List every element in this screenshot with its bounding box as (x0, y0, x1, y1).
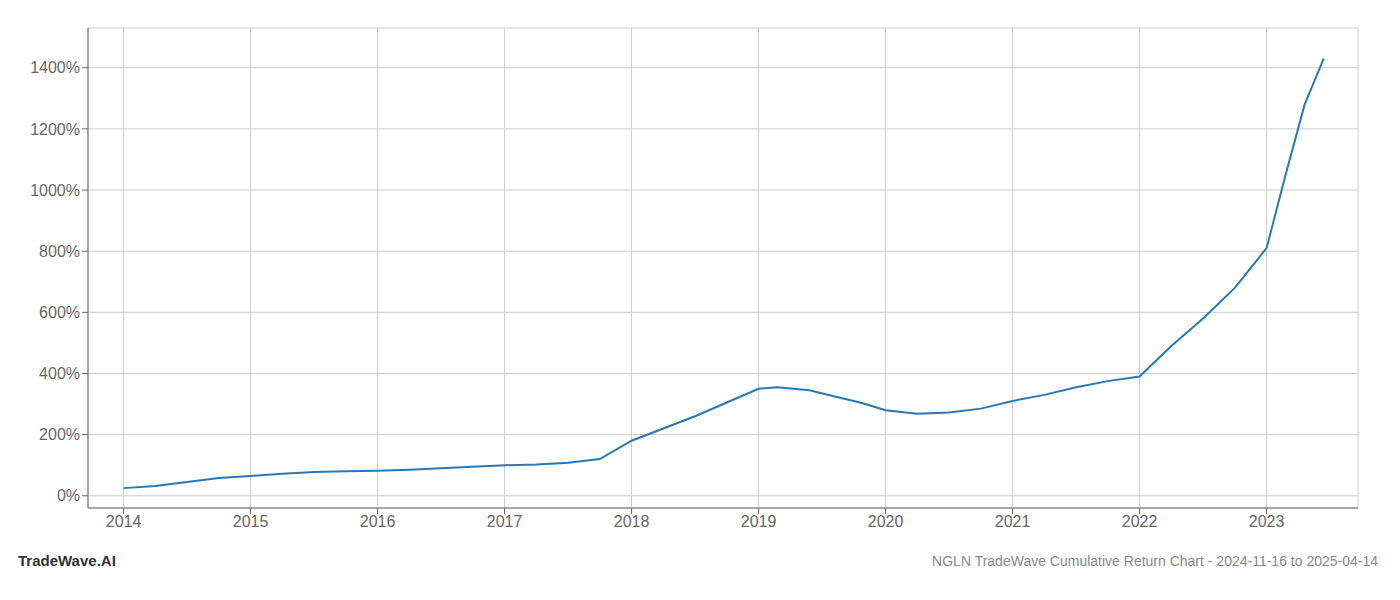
html-text:NGLN TradeWave Cumulative Retu: NGLN TradeWave Cumulative Return Chart -… (932, 553, 1378, 569)
svg-text:1400%: 1400% (30, 59, 80, 76)
svg-text:2017: 2017 (487, 513, 523, 530)
svg-text:2022: 2022 (1122, 513, 1158, 530)
svg-text:2015: 2015 (233, 513, 269, 530)
svg-text:400%: 400% (39, 365, 80, 382)
svg-text:800%: 800% (39, 243, 80, 260)
html-text:TradeWave.AI: TradeWave.AI (18, 552, 116, 569)
svg-text:2020: 2020 (868, 513, 904, 530)
svg-text:2016: 2016 (360, 513, 396, 530)
svg-text:600%: 600% (39, 304, 80, 321)
svg-text:2018: 2018 (614, 513, 650, 530)
svg-text:2021: 2021 (995, 513, 1031, 530)
svg-text:1000%: 1000% (30, 182, 80, 199)
svg-text:2023: 2023 (1249, 513, 1285, 530)
svg-text:0%: 0% (57, 487, 80, 504)
svg-text:200%: 200% (39, 426, 80, 443)
svg-text:1200%: 1200% (30, 121, 80, 138)
svg-text:2019: 2019 (741, 513, 777, 530)
svg-text:2014: 2014 (106, 513, 142, 530)
